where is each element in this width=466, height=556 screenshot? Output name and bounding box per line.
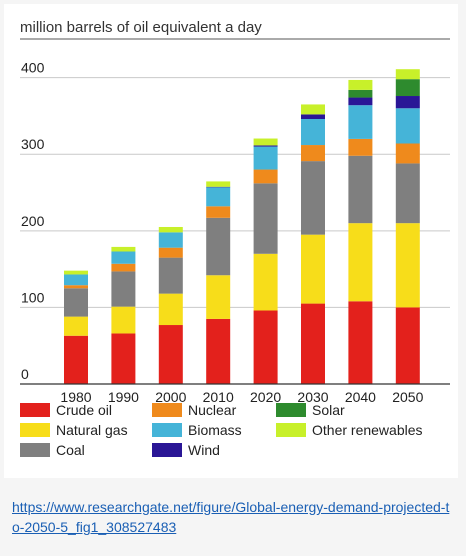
x-tick-label: 1980	[60, 389, 91, 405]
x-tick-label: 2040	[345, 389, 376, 405]
bar-segment	[348, 105, 373, 139]
bar-segment	[348, 223, 373, 302]
bar-segment	[206, 217, 231, 276]
bar-segment	[348, 155, 373, 224]
bar-segment	[348, 138, 373, 156]
source-link[interactable]: https://www.researchgate.net/figure/Glob…	[12, 499, 450, 535]
y-tick-label: 0	[21, 366, 29, 382]
bar-segment	[64, 274, 88, 286]
bar-segment	[395, 69, 420, 80]
bar-segment	[158, 257, 183, 294]
x-tick-label: 2000	[155, 389, 186, 405]
x-tick-label: 2030	[297, 389, 328, 405]
x-tick-label: 2020	[250, 389, 281, 405]
legend-swatch	[152, 443, 182, 457]
bar-segment	[64, 270, 88, 275]
bar-segment	[395, 223, 420, 308]
bar-segment	[111, 306, 136, 334]
bar-segment	[301, 234, 325, 304]
y-tick-label: 100	[21, 289, 45, 305]
x-tick-label: 1990	[108, 389, 139, 405]
bar-segment	[158, 232, 183, 248]
bar-segment	[206, 187, 231, 207]
bar-segment	[395, 79, 420, 97]
bar-segment	[395, 163, 420, 224]
bar-segment	[111, 271, 136, 307]
bar-segment	[64, 285, 88, 289]
bar-segment	[348, 97, 373, 106]
bar-segment	[395, 307, 420, 384]
bar-segment	[253, 146, 278, 170]
bar-segment	[64, 288, 88, 317]
bar-segment	[111, 251, 136, 264]
legend-swatch	[276, 403, 306, 417]
bar-segment	[111, 263, 136, 272]
bar-segment	[64, 335, 88, 384]
bar-segment	[253, 253, 278, 311]
bar-segment	[253, 183, 278, 254]
bar-segment	[301, 303, 325, 384]
legend-label: Other renewables	[312, 422, 423, 438]
bar-segment	[348, 79, 373, 90]
legend-swatch	[20, 423, 50, 437]
bar-segment	[158, 247, 183, 258]
bar-segment	[206, 275, 231, 319]
legend-label: Nuclear	[188, 402, 237, 418]
bar-segment	[301, 161, 325, 235]
bar-segment	[206, 206, 231, 218]
legend-label: Wind	[188, 442, 220, 458]
bar-segment	[301, 114, 325, 119]
bar-segment	[395, 108, 420, 144]
legend-swatch	[276, 423, 306, 437]
bar-segment	[158, 226, 183, 233]
bar-segment	[64, 316, 88, 336]
legend-label: Natural gas	[56, 422, 128, 438]
bar-segment	[253, 310, 278, 384]
legend-label: Coal	[56, 442, 85, 458]
y-tick-label: 200	[21, 213, 45, 229]
y-tick-label: 400	[21, 60, 45, 76]
stacked-bar-chart: million barrels of oil equivalent a day …	[20, 19, 450, 458]
bar-segment	[348, 301, 373, 384]
y-tick-label: 300	[21, 136, 45, 152]
bar-segment	[301, 118, 325, 146]
bar-segment	[206, 181, 231, 187]
x-tick-label: 2010	[203, 389, 234, 405]
bar-segment	[158, 293, 183, 326]
bar-segment	[111, 246, 136, 252]
chart-title: million barrels of oil equivalent a day	[20, 19, 262, 36]
bar-segment	[253, 145, 278, 147]
bar-segment	[253, 169, 278, 184]
legend-swatch	[152, 403, 182, 417]
legend-swatch	[20, 403, 50, 417]
legend-label: Crude oil	[56, 402, 112, 418]
bar-segment	[395, 96, 420, 109]
bar-segment	[158, 325, 183, 384]
legend-swatch	[20, 443, 50, 457]
bar-segment	[395, 143, 420, 164]
legend-label: Solar	[312, 402, 345, 418]
legend-swatch	[152, 423, 182, 437]
legend-label: Biomass	[188, 422, 242, 438]
bar-segment	[206, 318, 231, 384]
bar-segment	[301, 104, 325, 115]
bar-segment	[111, 333, 136, 384]
bar-segment	[301, 145, 325, 162]
x-tick-label: 2050	[392, 389, 423, 405]
bar-segment	[348, 89, 373, 98]
bar-segment	[206, 186, 231, 188]
bar-segment	[253, 138, 278, 146]
chart-panel: million barrels of oil equivalent a day …	[4, 4, 458, 478]
